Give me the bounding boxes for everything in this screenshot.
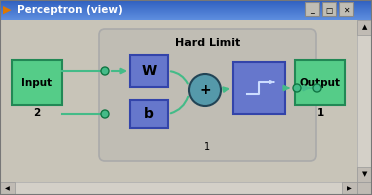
Text: □: □: [326, 5, 333, 14]
Bar: [339, 2, 353, 16]
Bar: [295, 60, 345, 105]
Bar: [0, 15, 372, 16]
Bar: [0, 7, 372, 8]
Bar: [342, 182, 357, 195]
Bar: [357, 20, 372, 195]
Bar: [130, 100, 168, 128]
Bar: [0, 0, 372, 1]
Bar: [0, 17, 372, 18]
Bar: [0, 1, 372, 2]
Text: ▼: ▼: [362, 171, 367, 177]
Text: Hard Limit: Hard Limit: [175, 38, 240, 48]
Circle shape: [313, 84, 321, 92]
Bar: [357, 167, 372, 182]
Bar: [0, 14, 372, 15]
Bar: [0, 9, 372, 10]
Text: 1: 1: [316, 108, 324, 118]
Bar: [0, 182, 357, 195]
FancyBboxPatch shape: [99, 29, 316, 161]
Bar: [12, 60, 62, 105]
Bar: [0, 10, 372, 11]
Text: _: _: [310, 5, 314, 14]
Text: ▲: ▲: [362, 25, 367, 30]
Text: 1: 1: [205, 142, 211, 152]
Text: Input: Input: [22, 77, 52, 88]
Bar: [0, 3, 372, 4]
Circle shape: [101, 110, 109, 118]
Text: W: W: [141, 64, 157, 78]
Circle shape: [293, 84, 301, 92]
Bar: [0, 16, 372, 17]
Bar: [130, 55, 168, 87]
Text: Perceptron (view): Perceptron (view): [17, 5, 123, 15]
Circle shape: [101, 67, 109, 75]
Text: ✕: ✕: [343, 5, 349, 14]
Text: Output: Output: [299, 77, 340, 88]
Bar: [0, 6, 372, 7]
Text: b: b: [144, 107, 154, 121]
Bar: [0, 13, 372, 14]
Bar: [0, 11, 372, 12]
Bar: [357, 182, 372, 195]
Bar: [0, 20, 357, 182]
Bar: [0, 4, 372, 5]
Text: ▶: ▶: [3, 5, 11, 15]
Bar: [357, 20, 372, 35]
Text: ◀: ◀: [5, 186, 10, 191]
Bar: [322, 2, 336, 16]
Circle shape: [189, 74, 221, 106]
Text: 2: 2: [33, 108, 41, 118]
Text: +: +: [199, 83, 211, 97]
Bar: [0, 5, 372, 6]
Bar: [0, 19, 372, 20]
Text: ▶: ▶: [347, 186, 352, 191]
Bar: [233, 62, 285, 114]
Bar: [0, 18, 372, 19]
Bar: [0, 12, 372, 13]
Bar: [305, 2, 319, 16]
Bar: [0, 182, 15, 195]
Bar: [0, 8, 372, 9]
Bar: [0, 2, 372, 3]
